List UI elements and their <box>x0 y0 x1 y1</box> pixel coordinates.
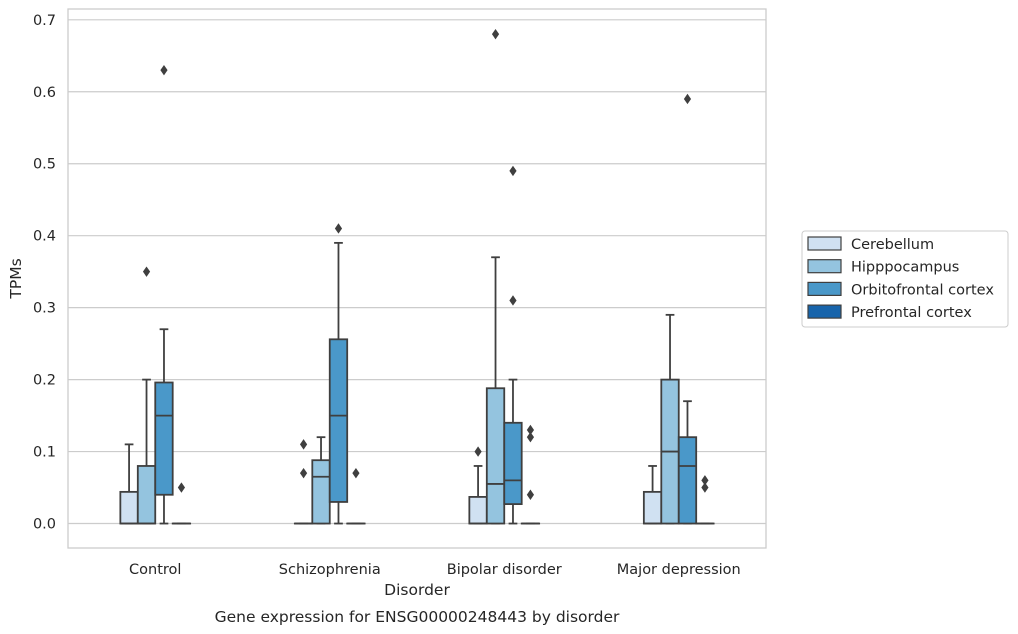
outlier-point <box>474 446 482 457</box>
legend-item: Prefrontal cortex <box>807 304 972 321</box>
legend-swatch <box>807 281 842 296</box>
box-hipppocampus <box>136 266 157 525</box>
box-groups <box>119 28 715 525</box>
box-iqr <box>642 490 663 525</box>
box-iqr <box>119 490 139 525</box>
legend-frame <box>801 230 1009 328</box>
box-iqr <box>485 387 506 525</box>
y-tick-label: 0.0 <box>33 517 56 533</box>
legend-item: Cerebellum <box>807 236 934 253</box>
legend-swatch <box>807 236 842 251</box>
x-tick-label: Major depression <box>617 562 741 578</box>
y-tick-label: 0.7 <box>33 13 56 29</box>
box-hipppocampus <box>660 313 680 525</box>
legend-label: Cerebellum <box>851 237 934 253</box>
box-orbitofrontal-cortex <box>328 223 349 525</box>
box-iqr <box>136 465 157 525</box>
outlier-point <box>526 489 535 500</box>
figure-caption: Gene expression for ENSG00000248443 by d… <box>215 608 620 626</box>
outlier-point <box>683 93 692 105</box>
y-tick-label: 0.1 <box>33 445 56 461</box>
outlier-point <box>526 424 535 436</box>
box-prefrontal-cortex <box>520 424 541 525</box>
legend-label: Orbitofrontal cortex <box>851 282 994 298</box>
outlier-point <box>334 223 343 234</box>
legend-label: Hipppocampus <box>851 260 959 276</box>
box-orbitofrontal-cortex <box>503 165 523 525</box>
box-cerebellum <box>642 465 663 525</box>
y-tick-label: 0.4 <box>33 229 56 245</box>
outlier-point <box>701 482 709 493</box>
box-iqr <box>677 436 698 525</box>
box-hipppocampus <box>485 28 506 525</box>
box-hipppocampus <box>311 436 331 525</box>
box-cerebellum <box>119 443 139 525</box>
box-prefrontal-cortex <box>171 482 192 525</box>
x-tick-label: Bipolar disorder <box>447 562 562 578</box>
x-axis-label: Disorder <box>384 581 450 599</box>
box-prefrontal-cortex <box>695 475 715 525</box>
plot-frame <box>67 8 767 549</box>
outlier-point <box>299 439 308 450</box>
outlier-point <box>142 266 151 277</box>
outlier-point <box>509 165 517 177</box>
y-tick-labels: 0.0 0.1 0.2 0.3 0.4 0.5 0.6 0.7 <box>33 13 56 533</box>
outlier-point <box>299 467 308 479</box>
legend-item: Orbitofrontal cortex <box>807 281 994 298</box>
legend-item: Hipppocampus <box>807 259 959 276</box>
y-tick-label: 0.6 <box>33 85 56 101</box>
box-orbitofrontal-cortex <box>154 64 174 525</box>
outlier-point <box>491 28 500 40</box>
legend-swatch <box>807 304 842 319</box>
x-tick-label: Control <box>129 562 181 578</box>
x-tick-labels: Control Schizophrenia Bipolar disorder Majo… <box>129 562 741 578</box>
legend-swatch <box>807 259 842 274</box>
outlier-point <box>509 295 517 306</box>
box-iqr <box>154 381 174 496</box>
box-iqr <box>328 338 349 503</box>
y-tick-label: 0.5 <box>33 157 56 173</box>
outlier-point <box>701 475 709 486</box>
box-cerebellum <box>468 446 488 525</box>
y-tick-label: 0.2 <box>33 373 56 389</box>
box-iqr <box>468 496 488 525</box>
outlier-point <box>352 467 360 479</box>
x-tick-label: Schizophrenia <box>279 562 381 578</box>
outlier-point <box>177 482 186 493</box>
legend: Cerebellum Hipppocampus Orbitofrontal cort… <box>801 230 1009 328</box>
outlier-point <box>160 64 168 76</box>
box-iqr <box>311 459 331 525</box>
outlier-point <box>526 431 535 443</box>
box-orbitofrontal-cortex <box>677 93 698 525</box>
box-prefrontal-cortex <box>346 467 366 525</box>
legend-label: Prefrontal cortex <box>851 305 972 321</box>
grid-lines <box>68 19 766 525</box>
y-axis-label: TPMs <box>7 258 25 299</box>
box-iqr <box>503 421 523 506</box>
y-tick-label: 0.3 <box>33 301 56 317</box>
